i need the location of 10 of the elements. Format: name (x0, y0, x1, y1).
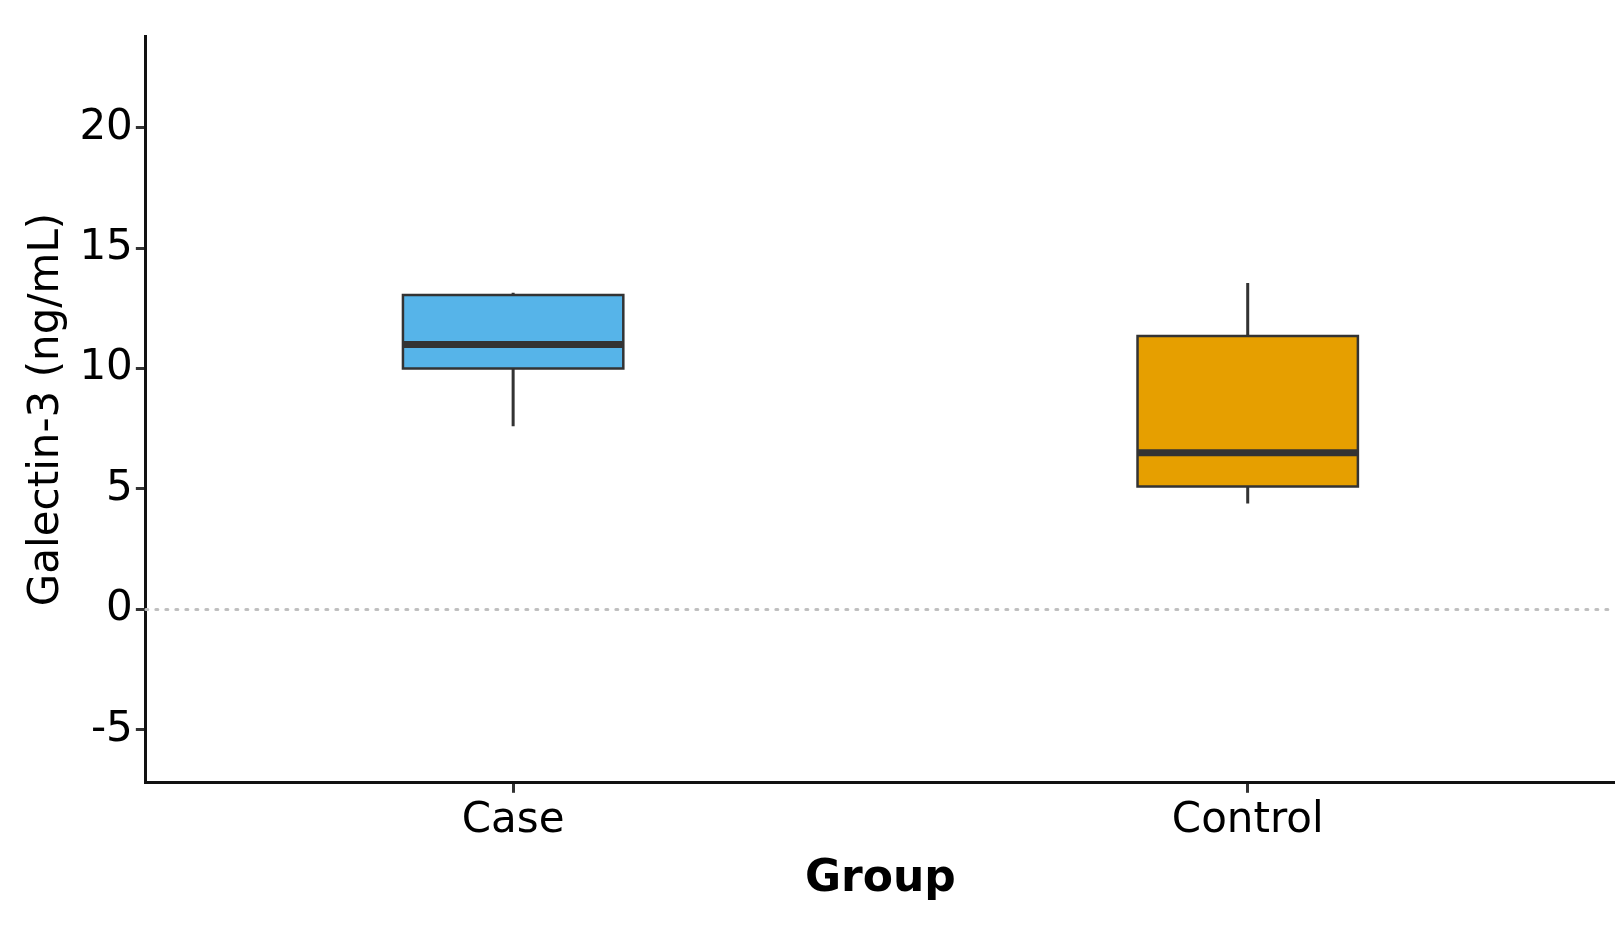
y-axis-title: Galectin-3 (ng/mL) (19, 212, 69, 607)
y-tick-label: 20 (79, 99, 133, 149)
x-axis-title: Group (804, 850, 956, 902)
y-tick-label: 15 (79, 220, 133, 270)
x-tick-label: Case (461, 792, 565, 842)
y-tick-label: 0 (106, 581, 133, 631)
y-tick-label: 5 (106, 460, 133, 510)
x-tick-label: Control (1171, 792, 1324, 842)
y-tick-label: -5 (90, 701, 133, 751)
y-tick-label: 10 (79, 340, 133, 390)
